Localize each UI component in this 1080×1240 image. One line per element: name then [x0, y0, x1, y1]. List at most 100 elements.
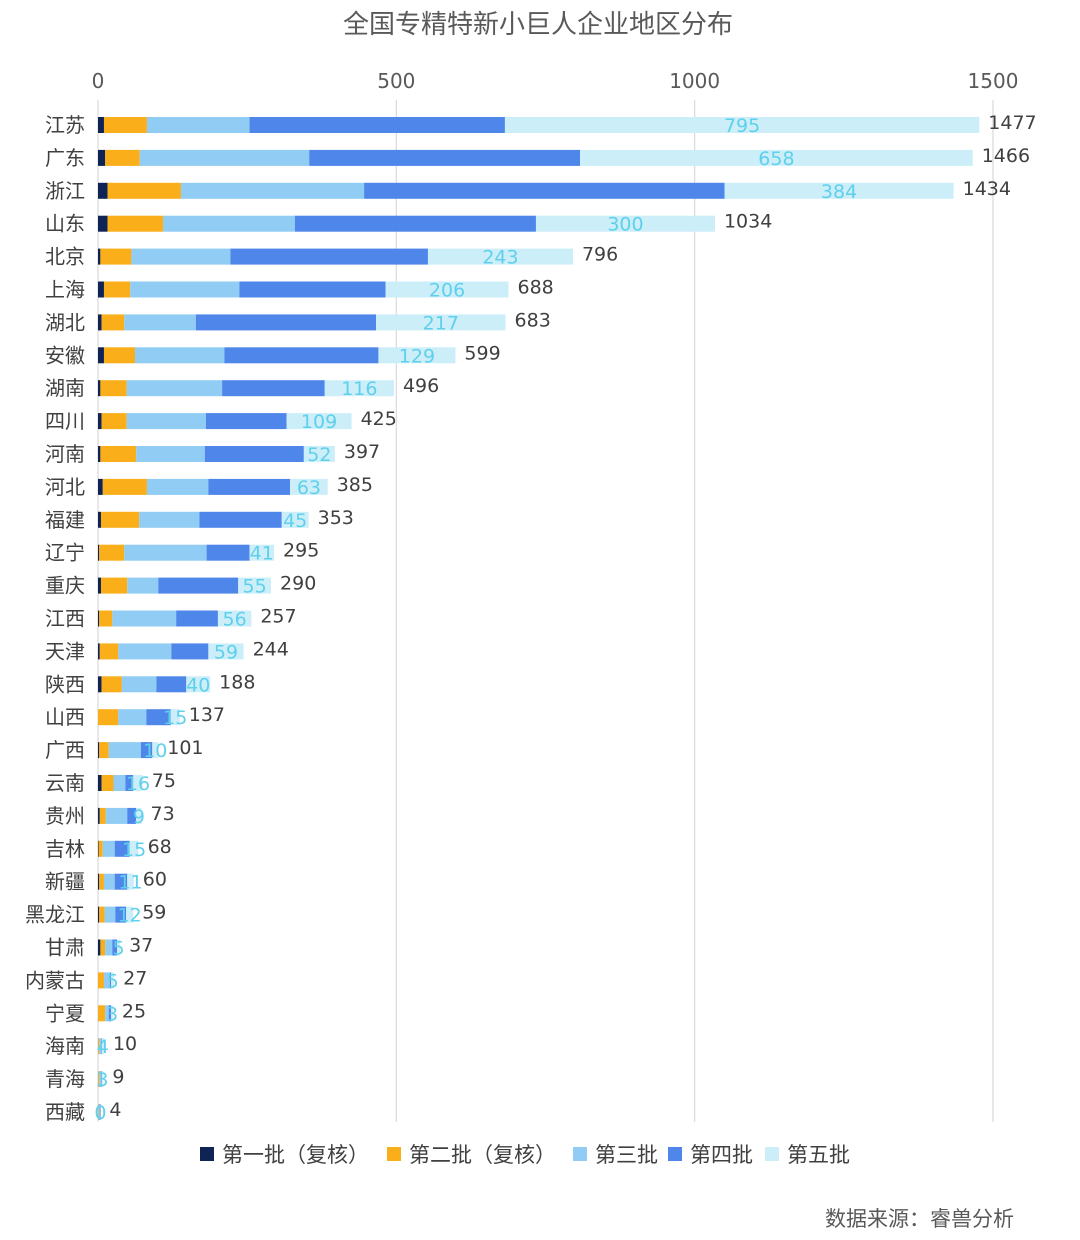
bar-segment: [99, 742, 109, 759]
bar-segment: [114, 873, 128, 890]
bar-segment: [114, 840, 130, 857]
bar-segment: [99, 873, 104, 890]
total-label: 353: [318, 507, 354, 529]
data-label: 116: [341, 378, 377, 400]
bar-segment: [286, 413, 352, 430]
bar-segment: [324, 380, 394, 397]
bar-segment: [108, 742, 141, 759]
bar-segment: [152, 742, 159, 759]
legend-label: 第五批: [787, 1143, 850, 1167]
bar-segment: [364, 182, 725, 199]
bar-segment: [136, 446, 205, 462]
category-label: 山西: [45, 705, 85, 729]
data-label: 109: [301, 411, 337, 433]
bar-segment: [100, 577, 128, 594]
legend-label: 第三批: [595, 1143, 658, 1167]
bar-row: 300 1034: [98, 211, 772, 236]
data-label: 12: [118, 905, 142, 927]
bar-row: 16 75: [98, 770, 176, 795]
category-label: 浙江: [45, 179, 85, 203]
bar-segment: [126, 906, 134, 923]
bar-segment: [98, 149, 106, 166]
total-label: 10: [113, 1033, 137, 1055]
bar-segment: [127, 577, 159, 594]
bar-row: 3 25: [98, 1000, 146, 1025]
category-label: 甘肃: [45, 936, 85, 960]
total-label: 60: [143, 869, 167, 891]
bar-segment: [101, 413, 127, 430]
category-label: 河北: [45, 475, 85, 499]
bar-segment: [98, 281, 104, 298]
category-label: 四川: [45, 409, 85, 433]
data-label: 384: [821, 181, 857, 203]
data-label: 3: [106, 1003, 118, 1025]
bar-segment: [105, 807, 128, 824]
bar-segment: [98, 775, 102, 791]
bar-row: 55 290: [98, 573, 316, 598]
data-label: 3: [96, 1069, 108, 1091]
bar-segment: [99, 1071, 101, 1088]
bar-segment: [504, 117, 980, 133]
bar-segment: [139, 149, 310, 166]
category-label: 贵州: [45, 804, 85, 828]
category-label: 云南: [45, 771, 85, 795]
bar-segment: [100, 248, 132, 265]
category-label: 福建: [45, 508, 85, 532]
category-label: 重庆: [45, 574, 85, 598]
data-label: 15: [122, 839, 146, 861]
bar-segment: [290, 478, 328, 495]
bar-segment: [133, 775, 143, 791]
total-label: 37: [129, 935, 153, 957]
legend-label: 第二批（复核）: [409, 1143, 556, 1167]
total-label: 796: [582, 244, 618, 266]
bar-segment: [100, 1038, 102, 1055]
bar-row: 9 73: [98, 803, 175, 828]
bar-segment: [98, 478, 103, 495]
source-note: 数据来源：睿兽分析: [825, 1207, 1014, 1231]
legend-item: 第二批（复核）: [387, 1143, 556, 1167]
bar-segment: [724, 182, 954, 199]
bar-segment: [100, 446, 137, 462]
bar-segment: [103, 972, 110, 989]
bar-row: 206 688: [98, 277, 554, 302]
bar-segment: [199, 511, 282, 528]
bar-segment: [111, 972, 115, 989]
x-tick-label: 500: [377, 69, 415, 93]
bar-segment: [217, 610, 252, 627]
bar-segment: [98, 380, 101, 397]
bar-segment: [103, 347, 135, 364]
category-label: 湖北: [45, 310, 85, 334]
category-label: 河南: [45, 442, 85, 466]
bar-segment: [118, 643, 172, 660]
bar-segment: [103, 281, 131, 298]
bar-segment: [170, 709, 180, 726]
data-label: 56: [223, 609, 247, 631]
bar-segment: [107, 182, 181, 199]
data-label: 52: [307, 444, 331, 466]
bar-segment: [163, 215, 295, 232]
data-label: 63: [297, 477, 321, 499]
bar-segment: [126, 380, 223, 397]
bar-row: 116 496: [98, 375, 439, 400]
bar-segment: [113, 775, 126, 791]
bar-segment: [105, 149, 140, 166]
legend-swatch: [387, 1147, 401, 1161]
bar-segment: [98, 840, 99, 857]
bar-segment: [101, 314, 125, 331]
bar-segment: [249, 544, 275, 561]
bar-segment: [103, 117, 147, 133]
total-label: 9: [112, 1066, 124, 1088]
legend-swatch: [200, 1147, 214, 1161]
total-label: 295: [283, 540, 319, 562]
bar-segment: [139, 511, 200, 528]
bar-segment: [104, 906, 116, 923]
bar-segment: [224, 347, 379, 364]
category-label: 吉林: [45, 837, 85, 861]
bar-segment: [105, 939, 113, 956]
bar-segment: [230, 248, 428, 265]
bar-row: 15 68: [98, 836, 172, 861]
bar-row: 129 599: [98, 342, 501, 367]
bar-segment: [105, 1005, 109, 1022]
data-label: 0: [94, 1102, 106, 1124]
bar-segment: [249, 117, 505, 133]
